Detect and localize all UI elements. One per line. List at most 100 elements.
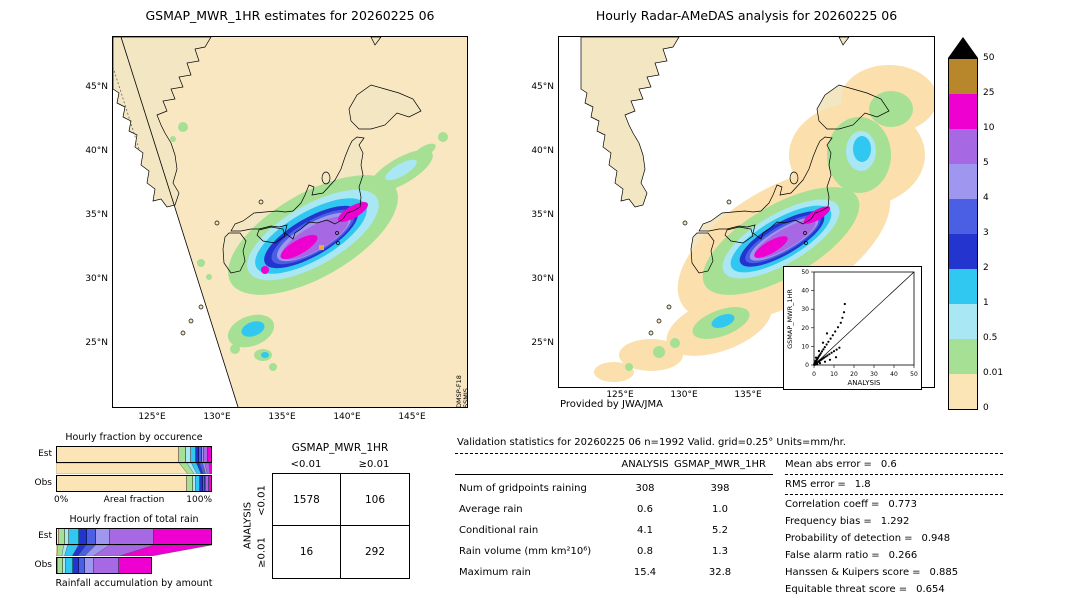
scatter-point [842,311,846,314]
bar-segment [65,558,73,573]
scatter-point [814,359,817,362]
score-value: 0.266 [888,550,918,561]
scatter-point [822,348,825,351]
inset-y-tick-label: 40 [801,288,809,295]
bar-segment [57,558,58,573]
bar-connector [204,463,211,474]
inset-x-tick-label: 40 [890,371,898,378]
lat-tick-label: 30°N [531,274,554,284]
bar-connector [64,545,79,556]
colorbar-labels: 50 25 10 5 4 3 2 1 0.5 0.01 0 [983,0,1023,612]
equals-sign: = [863,459,872,470]
colorbar-tick-label: 0.01 [983,368,1004,378]
inset-xlabel: ANALYSIS [847,379,881,387]
rain-core-heavy [261,202,369,274]
bar-connector [56,545,58,556]
bar-segment [110,529,154,544]
bar-connector [93,545,155,556]
equals-sign: = [871,550,880,561]
lat-tick-label: 45°N [531,82,554,92]
lon-tick-label: 125°E [138,412,166,422]
bar-segment [119,558,151,573]
bar-connector [191,463,202,474]
inset-x-tick-label: 30 [870,371,878,378]
score-label: RMS error [785,479,835,490]
score-value: 0.885 [929,567,959,578]
score-line: Equitable threat score = 0.654 [785,584,945,595]
bar-category-label: Est [38,531,52,541]
scatter-point [819,352,822,355]
colorbar-tick-label: 25 [983,88,995,98]
inset-y-tick-label: 0 [805,362,809,369]
scatter-point [828,353,831,356]
bar-segment [201,447,205,462]
lon-tick-label: 145°E [398,412,426,422]
scatter-point [828,358,832,361]
scatter-point [814,356,818,359]
score-value: 0.773 [888,499,918,510]
bar-segment [206,476,209,491]
scatter-point [839,321,842,324]
obs-totalrain-bar [56,557,152,574]
contingency-cell-00: 1578 [273,474,341,526]
data-credit: Provided by JWA/JMA [560,399,663,410]
bar-connector [56,545,64,556]
bar-connector [61,545,68,556]
stats-row-label: Conditional rain [459,525,539,536]
scatter-point [835,348,838,351]
rain-extreme-spot [319,245,324,250]
scatter-point [843,302,846,306]
stats-analysis-value: 0.8 [637,546,653,557]
lon-tick-label: 140°E [333,412,361,422]
inset-y-tick-label: 10 [801,343,809,350]
bar-segment [85,558,94,573]
stats-gsmap-value: 398 [710,483,730,494]
inset-x-tick-label: 50 [910,371,918,378]
equals-sign: = [912,567,921,578]
scatter-point [838,346,841,349]
bar-segment [153,529,211,544]
bar-segment [178,447,187,462]
lat-tick-label: 35°N [531,210,554,220]
colorbar-tick-label: 5 [983,158,989,168]
score-label: Frequency bias [785,516,861,527]
bar-segment [93,558,119,573]
equals-sign: = [870,499,880,510]
colorbar-tick-label: 4 [983,193,989,203]
stats-row-label: Maximum rain [459,567,531,578]
bar-segment [79,529,87,544]
contingency-title: GSMAP_MWR_1HR [291,442,389,454]
bar-segment [200,476,203,491]
totalrain-fraction-chart: Hourly fraction of total rain Est Obs Ra… [26,514,236,592]
scatter-point [823,346,826,349]
precip-estimate-field [170,122,448,371]
stats-gsmap-value: 32.8 [708,567,732,578]
colorbar-tick-label: 3 [983,228,989,238]
contingency-table: GSMAP_MWR_1HR <0.01 ≥0.01 ANALYSIS <0.01… [240,442,420,592]
colorbar-band [949,304,977,339]
colorbar-band [949,199,977,234]
bar-category-label: Est [38,449,52,459]
bar-segment [198,447,202,462]
equals-sign: = [904,533,913,544]
axis-min-label: 0% [54,495,69,505]
satellite-source-label: DMSP-F18 SSMIS [455,375,470,408]
colorbar-band [949,339,977,374]
lon-tick-label: 135°E [734,390,762,400]
contingency-col-header: <0.01 [290,459,322,470]
scatter-point [822,356,826,359]
bar-segment [57,529,59,544]
score-label: False alarm ratio [785,550,869,561]
lat-tick-label: 30°N [85,274,108,284]
totalrain-chart-title: Hourly fraction of total rain [69,514,199,525]
bar-segment [64,529,69,544]
bar-segment [78,558,86,573]
inset-x-tick-label: 0 [812,371,816,378]
bar-connectors [56,545,212,556]
lon-tick-label: 130°E [203,412,231,422]
stats-gsmap-value: 5.2 [712,525,728,536]
colorbar-band [949,374,977,409]
colorbar-band [949,59,977,94]
radar-map [558,36,935,388]
inset-x-tick-label: 10 [830,371,838,378]
